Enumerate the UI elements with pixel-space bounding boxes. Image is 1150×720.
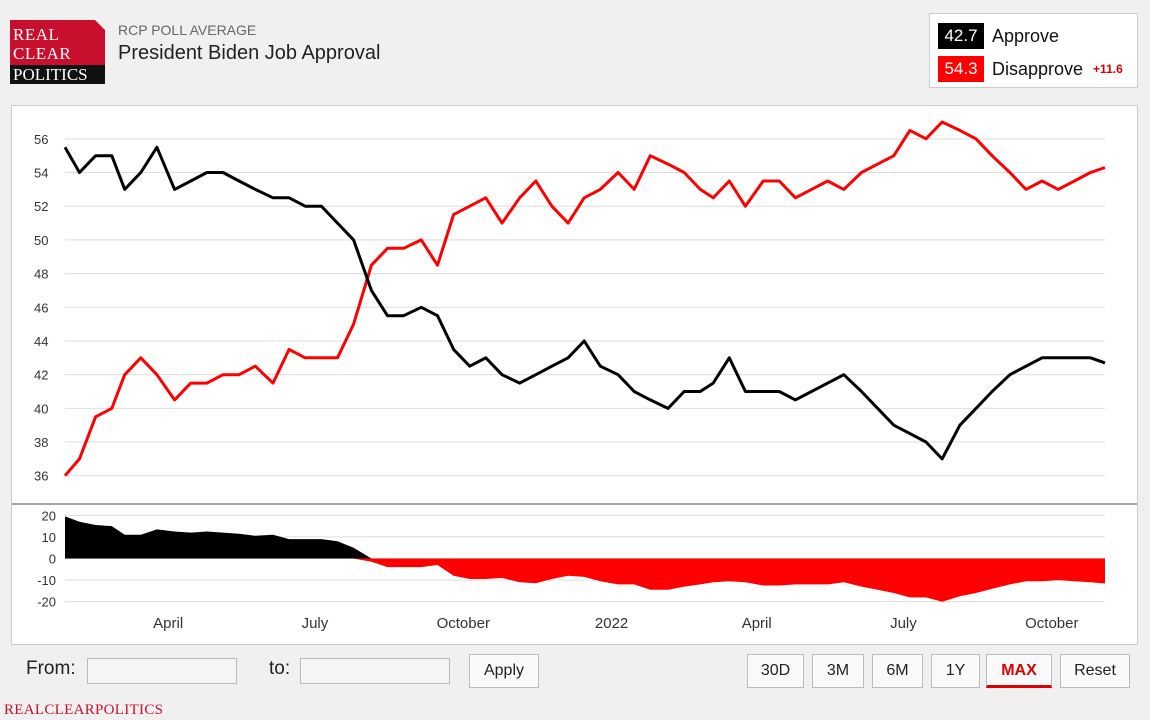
from-date-input[interactable] bbox=[87, 658, 237, 684]
range-6m-button[interactable]: 6M bbox=[872, 654, 923, 688]
y-tick-label: 46 bbox=[34, 300, 48, 315]
logo-line-2: CLEAR bbox=[13, 44, 72, 63]
disapprove-label: Disapprove bbox=[992, 58, 1084, 79]
poll-chart: 36 38 40 42 44 46 48 50 52 54 56 20 10 0 -10 -20 April Ju… bbox=[12, 120, 1137, 632]
spread-y-tick-label: -20 bbox=[37, 595, 56, 610]
spread-positive-area bbox=[65, 516, 1105, 559]
reset-button[interactable]: Reset bbox=[1060, 654, 1130, 688]
from-label: From: bbox=[26, 658, 76, 679]
spread-value: +11.6 bbox=[1093, 62, 1123, 76]
spread-y-tick-label: -10 bbox=[37, 573, 56, 588]
spread-negative-area bbox=[65, 558, 1105, 602]
approve-line bbox=[63, 145, 1106, 461]
spread-y-tick-label: 20 bbox=[42, 508, 56, 523]
legend-approve: 42.7 Approve bbox=[938, 23, 1059, 49]
range-30d-button[interactable]: 30D bbox=[747, 654, 804, 688]
rcp-logo[interactable]: REAL CLEAR POLITICS bbox=[10, 20, 105, 84]
chart-title: President Biden Job Approval bbox=[118, 42, 381, 64]
apply-button[interactable]: Apply bbox=[469, 654, 539, 688]
y-tick-label: 50 bbox=[34, 233, 48, 248]
logo-fold bbox=[95, 20, 105, 30]
chart-area[interactable]: 36 38 40 42 44 46 48 50 52 54 56 20 10 0 -10 -20 April Ju… bbox=[11, 105, 1138, 645]
x-tick-label: July bbox=[302, 615, 329, 632]
x-tick-label: April bbox=[742, 615, 772, 632]
range-1y-button[interactable]: 1Y bbox=[931, 654, 980, 688]
y-tick-label: 38 bbox=[34, 435, 48, 450]
y-tick-label: 54 bbox=[34, 166, 48, 181]
approve-value-badge: 42.7 bbox=[938, 23, 984, 49]
y-tick-label: 40 bbox=[34, 401, 48, 416]
legend: 42.7 Approve 54.3 Disapprove +11.6 bbox=[929, 13, 1138, 88]
disapprove-value-badge: 54.3 bbox=[938, 56, 984, 82]
disapprove-line bbox=[63, 120, 1106, 477]
to-label: to: bbox=[269, 658, 291, 679]
logo-line-3: POLITICS bbox=[10, 65, 105, 84]
logo-line-1: REAL bbox=[13, 25, 60, 44]
approve-label: Approve bbox=[992, 25, 1060, 46]
x-tick-label: October bbox=[437, 615, 490, 632]
legend-disapprove: 54.3 Disapprove +11.6 bbox=[938, 56, 1123, 82]
to-date-input[interactable] bbox=[300, 658, 450, 684]
x-tick-label: October bbox=[1025, 615, 1078, 632]
spread-y-tick-label: 0 bbox=[49, 552, 56, 567]
range-3m-button[interactable]: 3M bbox=[812, 654, 864, 688]
y-tick-label: 48 bbox=[34, 267, 48, 282]
spread-y-tick-label: 10 bbox=[42, 530, 56, 545]
x-tick-label: 2022 bbox=[595, 615, 628, 632]
y-tick-label: 44 bbox=[34, 334, 48, 349]
x-tick-label: July bbox=[890, 615, 917, 632]
y-tick-label: 36 bbox=[34, 469, 48, 484]
footer-wordmark[interactable]: REALCLEARPOLITICS bbox=[4, 702, 164, 718]
x-tick-label: April bbox=[153, 615, 183, 632]
date-range-controls: From: to: Apply 30D 3M 6M 1Y MAX Reset bbox=[11, 646, 1138, 700]
range-max-button[interactable]: MAX bbox=[986, 654, 1052, 688]
y-tick-label: 52 bbox=[34, 199, 48, 214]
y-tick-label: 42 bbox=[34, 368, 48, 383]
y-tick-label: 56 bbox=[34, 132, 48, 147]
chart-supertitle: RCP POLL AVERAGE bbox=[118, 22, 257, 38]
